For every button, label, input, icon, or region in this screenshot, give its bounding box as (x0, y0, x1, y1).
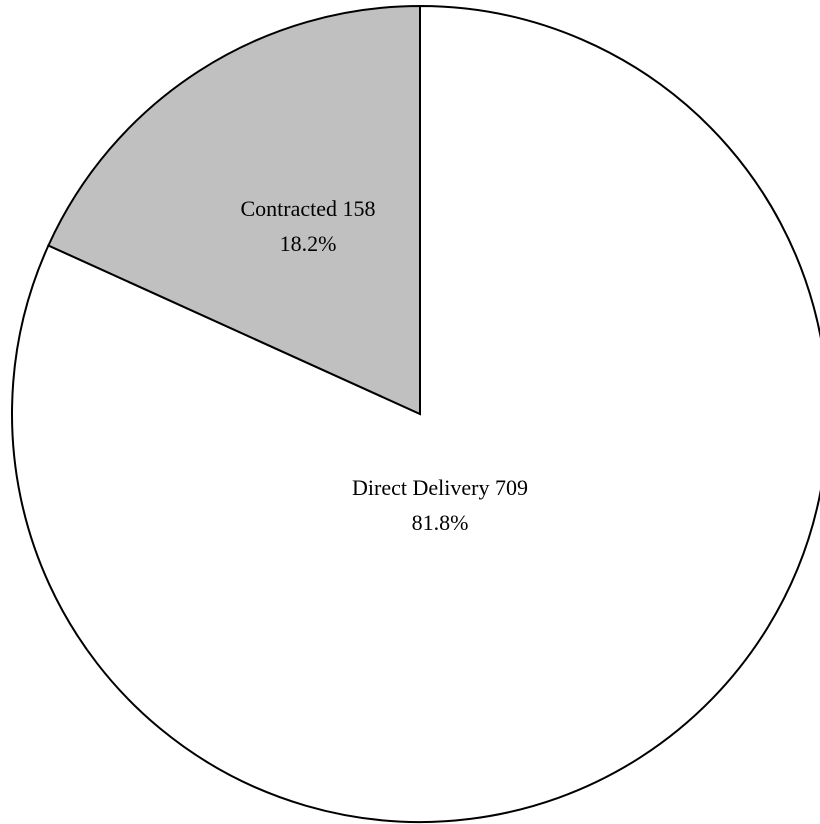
percent-label: 18.2% (280, 231, 337, 256)
percent-label: 81.8% (412, 510, 469, 535)
slice-label: Contracted 158 (240, 196, 375, 221)
slice-label: Direct Delivery 709 (352, 475, 528, 500)
pie-slice (11, 4, 820, 823)
pie-slice (47, 4, 421, 416)
value-label: 158 (343, 196, 376, 221)
value-label: 709 (495, 475, 528, 500)
category-name: Contracted (240, 196, 337, 221)
category-name: Direct Delivery (352, 475, 489, 500)
